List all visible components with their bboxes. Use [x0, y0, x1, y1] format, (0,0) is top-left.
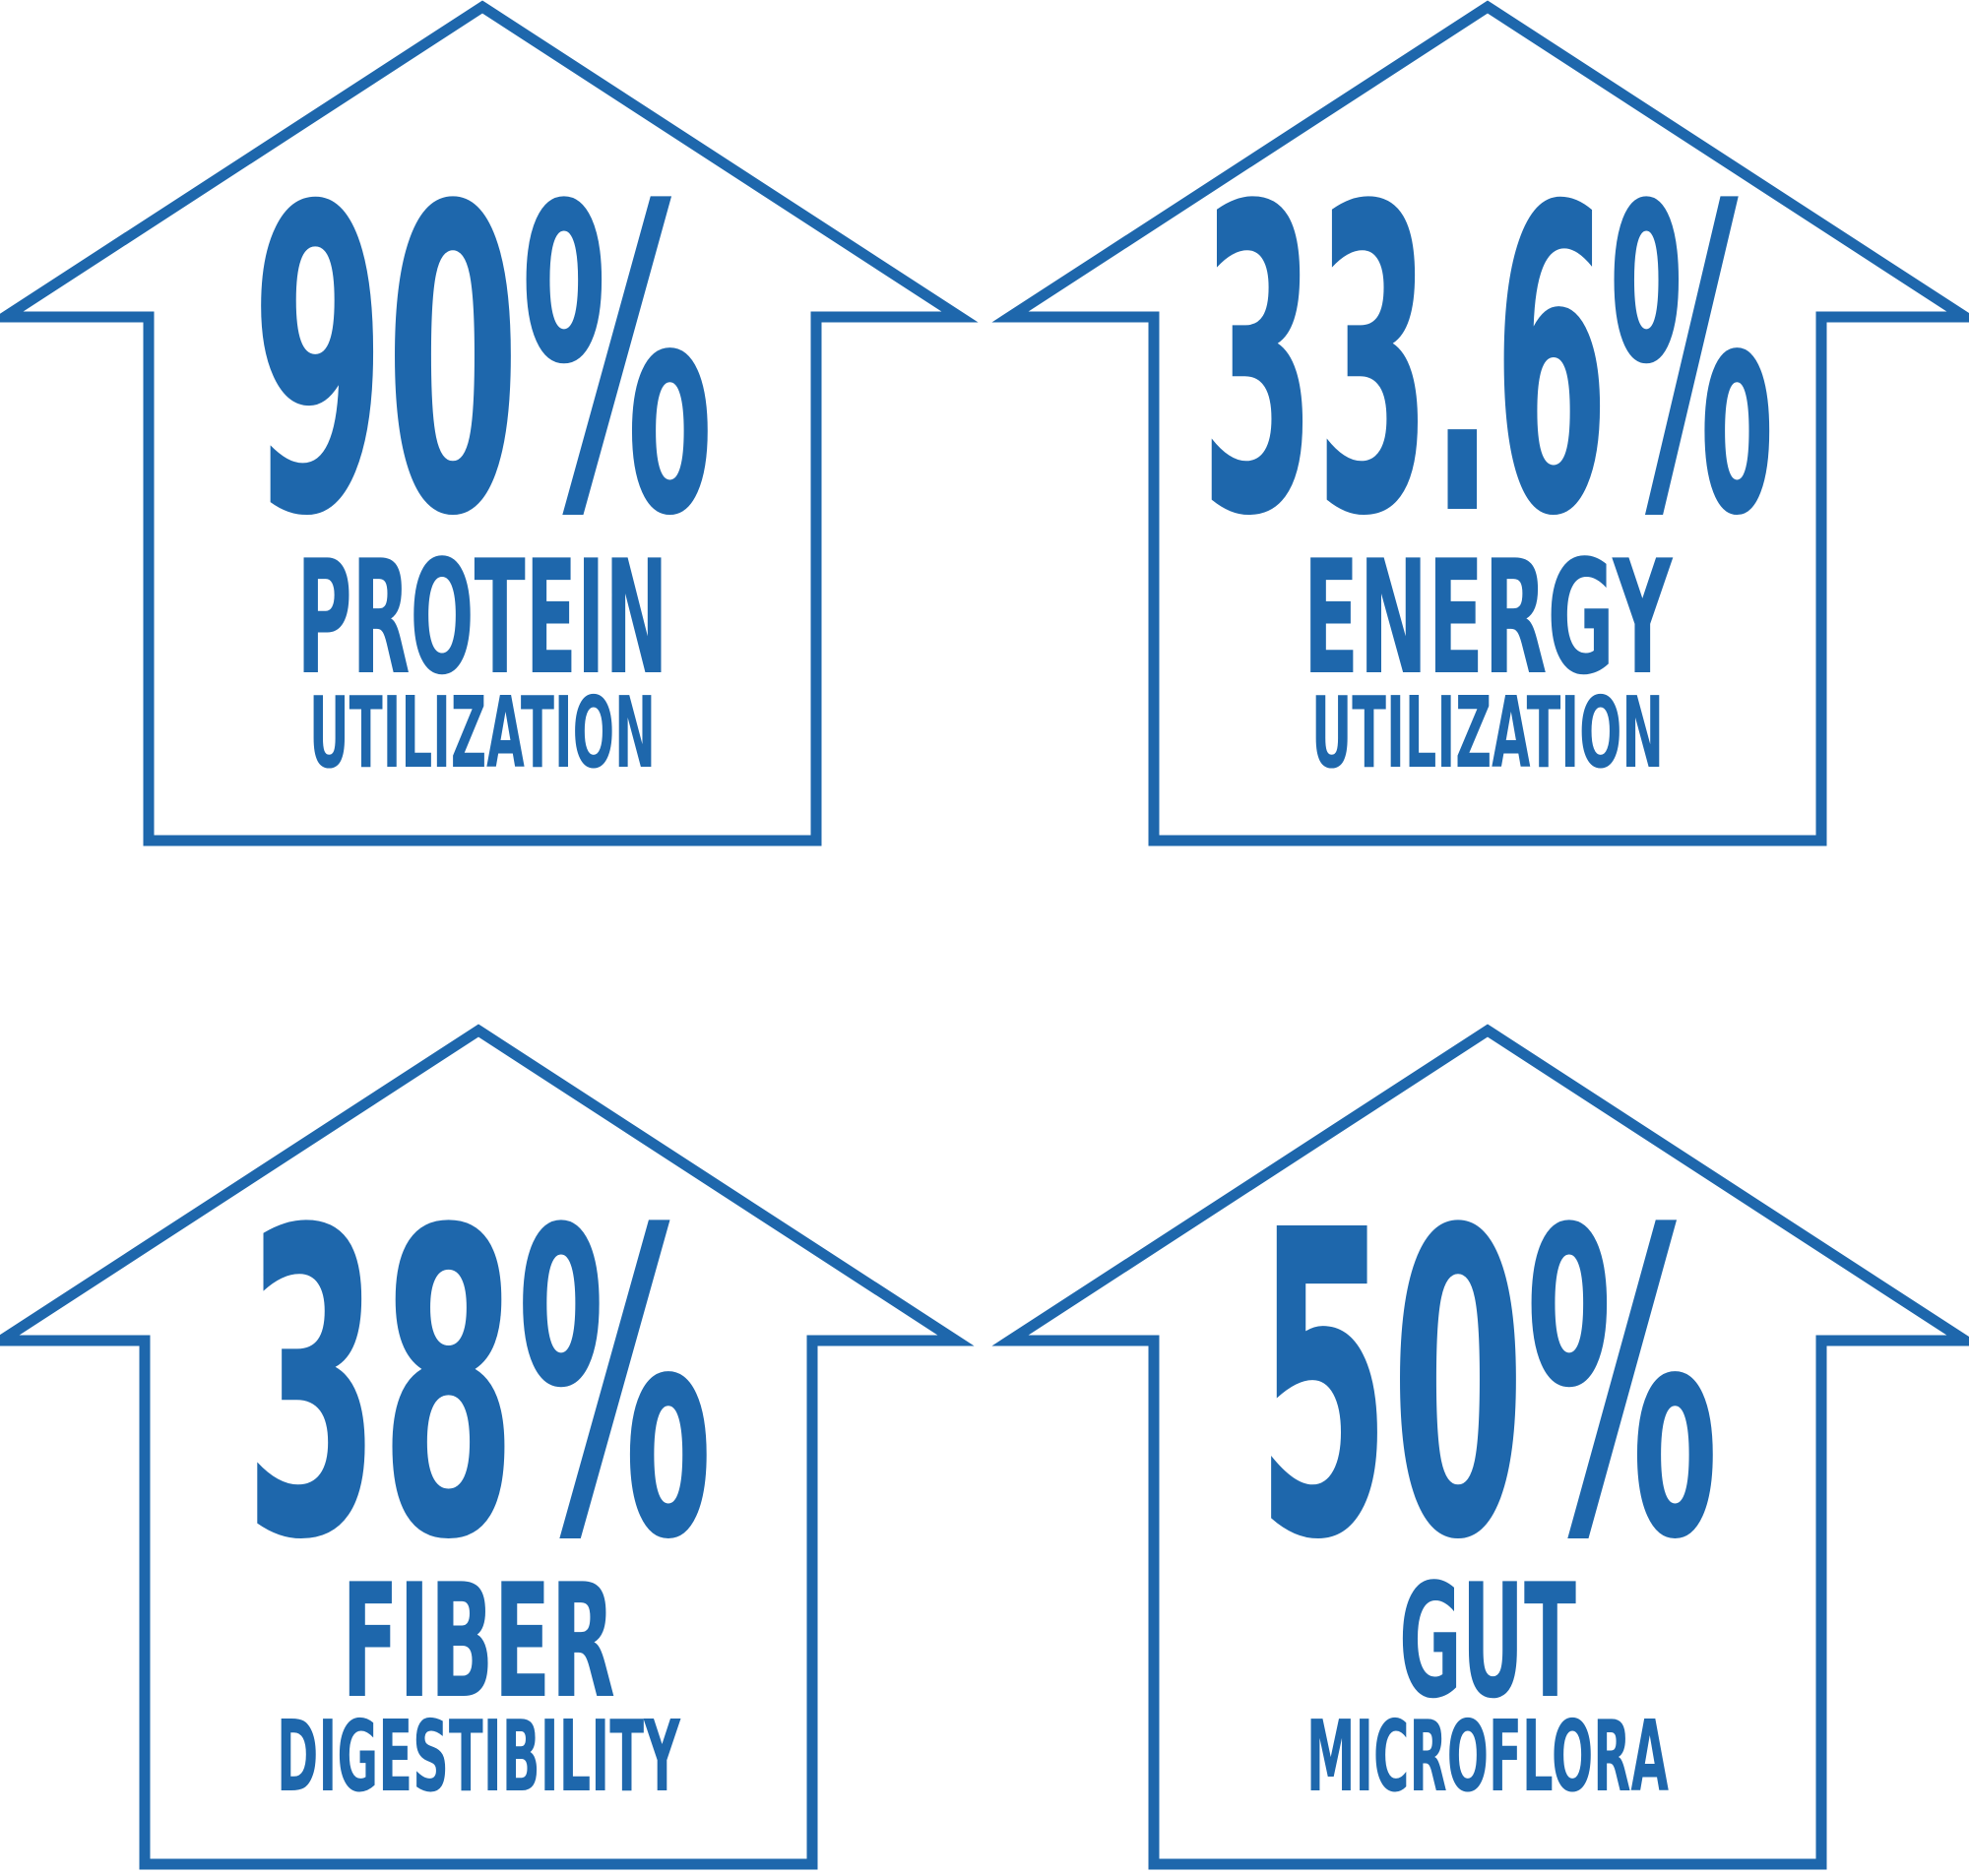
stat-label-line2: UTILIZATION [1311, 675, 1664, 790]
up-arrow-icon [991, 1024, 1969, 1870]
stat-value: 38% [244, 1142, 713, 1632]
stat-label-line2: DIGESTIBILITY [277, 1699, 681, 1814]
stat-arrow-gut: 50% GUT MICROFLORA [991, 1024, 1969, 1870]
up-arrow-icon [991, 0, 1969, 846]
stat-value: 50% [1256, 1142, 1719, 1632]
stat-label-line2: UTILIZATION [309, 675, 656, 790]
stat-arrow-energy: 33.6% ENERGY UTILIZATION [991, 0, 1969, 846]
stat-label-line1: GUT [1399, 1549, 1576, 1733]
stat-label-line1: ENERGY [1303, 526, 1674, 710]
stat-arrow-fiber: 38% FIBER DIGESTIBILITY [0, 1024, 975, 1870]
stat-label-line1: FIBER [342, 1549, 615, 1733]
stat-label-line1: PROTEIN [297, 526, 668, 710]
stat-arrow-protein: 90% PROTEIN UTILIZATION [0, 0, 979, 846]
stat-value: 33.6% [1201, 118, 1775, 608]
stat-label-line2: MICROFLORA [1306, 1699, 1669, 1814]
up-arrow-icon [0, 0, 979, 846]
up-arrow-icon [0, 1024, 975, 1870]
stat-value: 90% [251, 118, 714, 608]
